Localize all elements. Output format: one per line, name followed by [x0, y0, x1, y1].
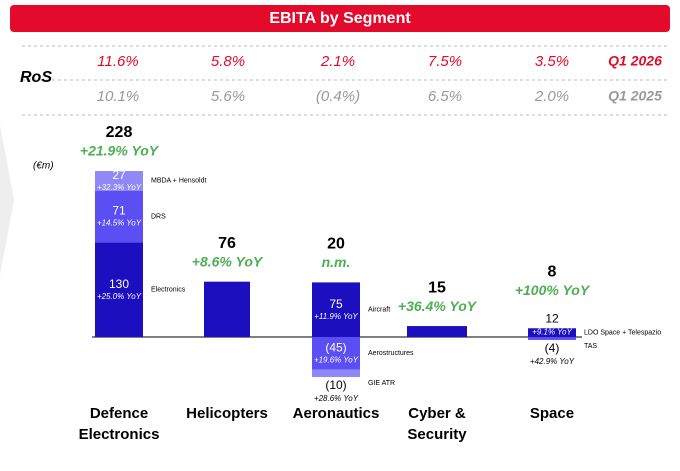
ros-value: (0.4%) — [316, 88, 360, 105]
header-bar — [10, 5, 670, 32]
segment-value: 130 — [109, 277, 129, 291]
ros-value: 2.0% — [534, 88, 569, 105]
segment-name: Electronics — [151, 287, 186, 294]
segment-name: MBDA + Hensoldt — [151, 178, 206, 185]
total-yoy: +8.6% YoY — [192, 253, 264, 269]
bar-segment — [528, 337, 576, 340]
segment-yoy: +9.1% YoY — [532, 328, 572, 337]
segment-value: 71 — [112, 204, 126, 218]
segment-name: GIE ATR — [368, 380, 395, 387]
segment-yoy: +32.3% YoY — [97, 183, 142, 192]
category-label: Helicopters — [186, 405, 268, 422]
category-label: Defence Electronics — [78, 405, 160, 443]
category-label: Cyber & Security — [407, 405, 467, 443]
total-value: 76 — [218, 235, 236, 252]
bar-segment — [95, 190, 143, 243]
ros-value: 5.6% — [211, 88, 245, 105]
bar-segment — [528, 328, 576, 337]
bar-segment — [312, 369, 360, 378]
segment-name: LDO Space + Telespazio — [584, 329, 661, 336]
bar-segment — [312, 337, 360, 370]
segment-name: DRS — [151, 213, 166, 220]
segment-value: 12 — [545, 311, 559, 325]
ros-period: Q1 2026 — [608, 53, 662, 69]
total-yoy: n.m. — [322, 254, 351, 270]
total-yoy: +100% YoY — [515, 282, 591, 298]
segment-value: (10) — [325, 378, 346, 392]
segment-value: (45) — [325, 341, 346, 355]
segment-yoy: +28.6% YoY — [314, 394, 359, 403]
bar-segment — [312, 282, 360, 337]
total-yoy: +21.9% YoY — [80, 143, 160, 159]
ros-value: 3.5% — [535, 53, 569, 70]
total-value: 8 — [548, 263, 557, 280]
bar-segment — [95, 171, 143, 191]
segment-value: 75 — [329, 297, 343, 311]
segment-yoy: +19.6% YoY — [314, 355, 359, 364]
total-value: 15 — [428, 279, 446, 296]
total-value: 20 — [327, 236, 345, 253]
ros-value: 5.8% — [211, 53, 245, 70]
bar — [204, 281, 250, 337]
category-label: Space — [529, 405, 575, 422]
segment-name: Aircraft — [368, 307, 390, 314]
bar-segment — [95, 242, 143, 337]
ros-value: 2.1% — [320, 53, 355, 70]
category-label: Aeronautics — [292, 405, 380, 422]
ros-value: 11.6% — [97, 53, 138, 70]
ros-value: 7.5% — [428, 53, 462, 70]
ros-period: Q1 2025 — [608, 88, 662, 104]
bar — [407, 326, 467, 337]
total-yoy: +36.4% YoY — [398, 298, 478, 314]
segment-yoy: +25.0% YoY — [97, 292, 142, 301]
segment-yoy: +42.9% YoY — [530, 357, 575, 366]
total-value: 228 — [106, 124, 133, 141]
ros-value: 6.5% — [428, 88, 462, 105]
segment-value: (4) — [545, 341, 560, 355]
unit-label: (€m) — [33, 161, 54, 172]
chart-title: EBITA by Segment — [269, 10, 411, 27]
chevron — [0, 125, 14, 275]
segment-name: TAS — [584, 343, 597, 350]
segment-value: 27 — [112, 168, 126, 182]
ros-value: 10.1% — [97, 88, 140, 105]
ros-label: RoS — [20, 69, 52, 86]
segment-name: Aerostructures — [368, 350, 414, 357]
segment-yoy: +14.5% YoY — [97, 219, 142, 228]
segment-yoy: +11.9% YoY — [314, 312, 358, 321]
